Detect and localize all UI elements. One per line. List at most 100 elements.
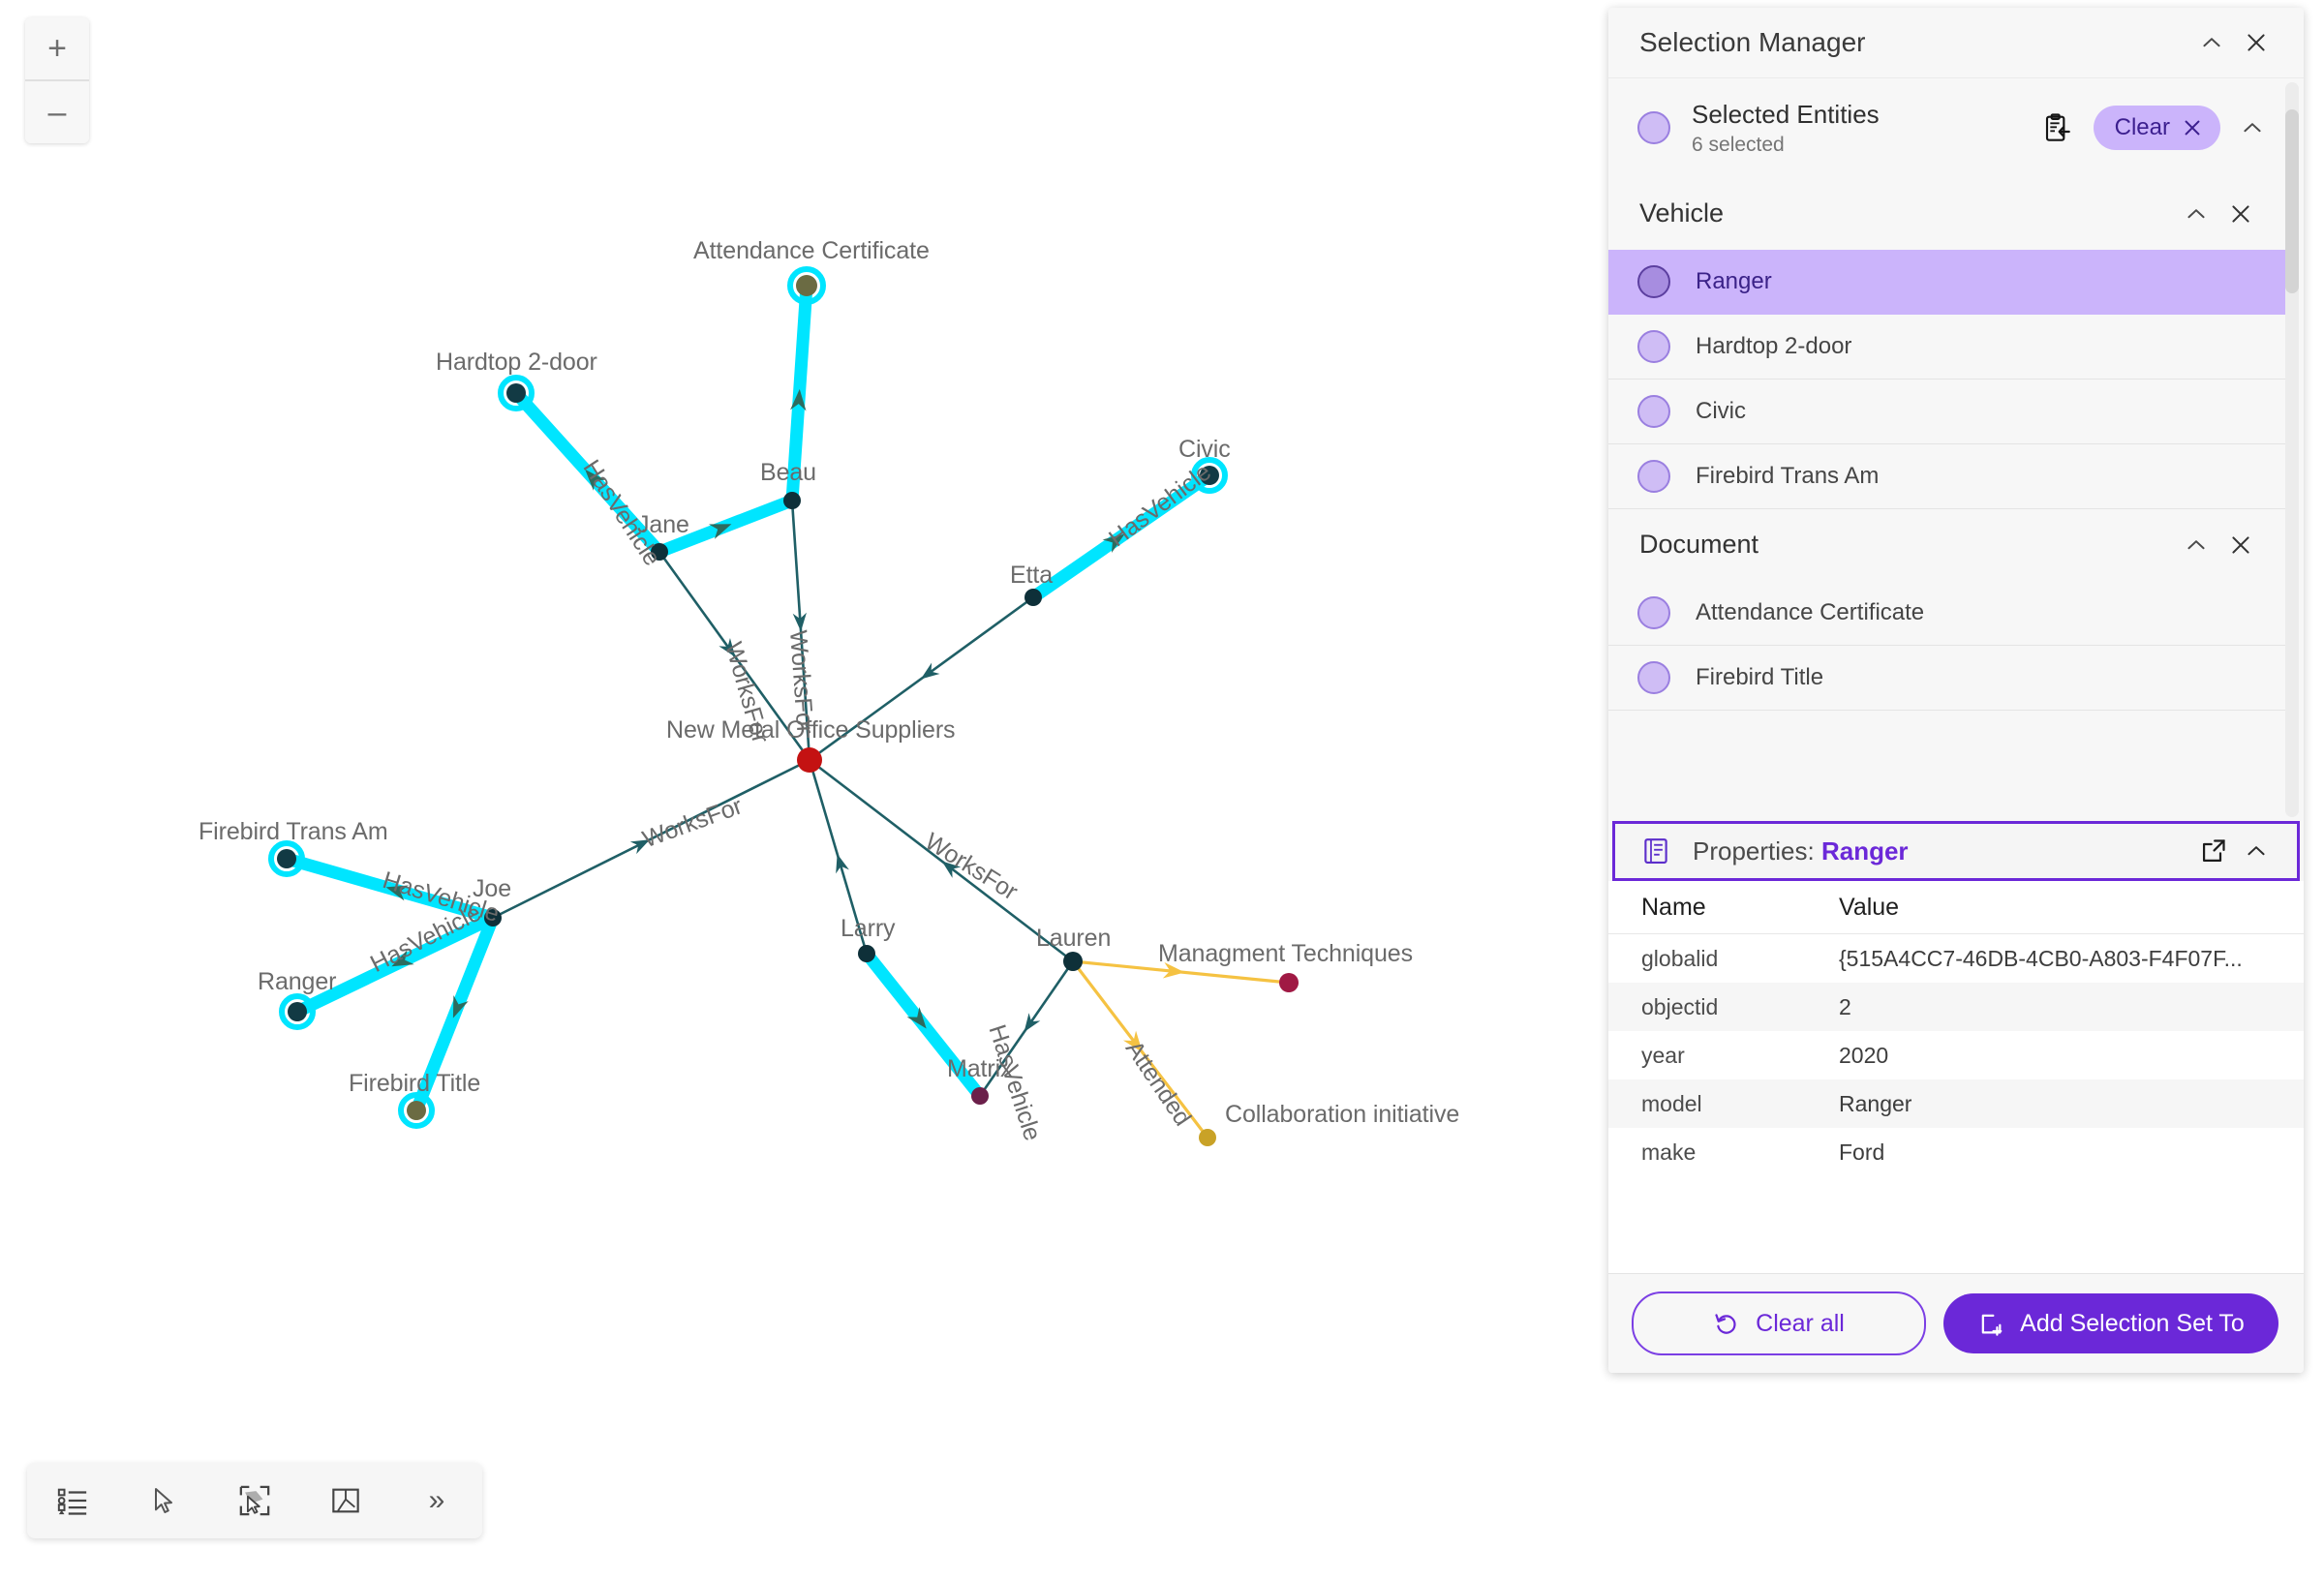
property-value: {515A4CC7-46DB-4CB0-A803-F4F07F... [1839,945,2243,971]
panel-collapse-button[interactable] [2189,20,2234,65]
panel-scrollbar-thumb[interactable] [2285,109,2299,293]
graph-canvas[interactable]: HasVehicle HasVehicle WorksFor WorksFor Work… [0,0,1607,1580]
graph-node[interactable] [1200,466,1219,485]
panel-scrollbar[interactable] [2285,82,2299,817]
graph-edge-arrow [906,1007,927,1029]
add-selection-set-button[interactable]: Add Selection Set To [1943,1293,2278,1353]
entity-dot-icon [1637,595,1670,629]
entity-group-collapse-button[interactable] [2174,523,2218,567]
graph-node[interactable] [783,492,801,509]
graph-node-label: Etta [1010,562,1054,589]
graph-edge-arrow [719,637,736,657]
zoom-in-button[interactable]: + [25,17,89,79]
clear-chip-label: Clear [2114,114,2170,141]
properties-row: make Ford [1608,1128,2304,1176]
graph-node[interactable] [797,747,822,773]
graph-edge-arrow [1162,962,1185,979]
properties-entity-name: Ranger [1820,836,1909,866]
entity-list-item[interactable]: Firebird Trans Am [1608,443,2288,509]
graph-edge-arrow [452,995,469,1018]
properties-label: Properties: [1693,836,1815,866]
graph-node-label: Beau [760,459,816,486]
panel-close-button[interactable] [2234,20,2278,65]
zoom-out-button[interactable]: – [25,79,89,143]
graph-edge-arrow [585,469,606,491]
pointer-icon [155,1488,172,1513]
graph-svg [268,266,1299,1146]
graph-node-halo [268,840,305,877]
entity-list-item[interactable]: Firebird Title [1608,645,2288,711]
graph-edge-arrow [1122,1030,1143,1053]
graph-node-label: Joe [473,875,512,902]
entity-dot-icon [1637,329,1670,363]
selected-entities-title: Selected Entities [1692,100,1880,129]
entity-group-title: Document [1639,530,1759,560]
entity-item-label: Firebird Trans Am [1696,462,1880,489]
graph-edge-arrow [629,839,651,855]
entity-item-label: Hardtop 2-door [1696,332,1852,359]
graph-edge-arrow [920,662,940,680]
properties-header[interactable]: Properties: Ranger [1612,821,2300,881]
copy-to-clipboard-button[interactable] [2034,105,2080,151]
clear-x-icon [2185,120,2200,136]
entity-list-item[interactable]: Ranger [1608,249,2288,315]
properties-table-filler [1608,1176,2304,1273]
graph-edge[interactable] [808,758,1075,963]
panel-scroll-content: Selected Entities 6 selected [1608,78,2288,821]
graph-node-halo [279,993,316,1030]
graph-node[interactable] [1063,952,1083,971]
graph-edge-arrow [391,950,414,967]
selected-entities-collapse-button[interactable] [2230,106,2275,150]
panel-title: Selection Manager [1639,27,1866,57]
entity-list-item[interactable]: Civic [1608,379,2288,444]
graph-node[interactable] [796,275,817,296]
clear-all-button[interactable]: Clear all [1632,1291,1926,1355]
entity-list-item[interactable]: Attendance Certificate [1608,580,2288,646]
external-link-icon [2202,839,2225,863]
properties-popout-button[interactable] [2192,830,2235,872]
pointer-button[interactable] [118,1463,209,1538]
entity-dot-icon [1637,459,1670,493]
graph-node[interactable] [1279,973,1299,992]
entity-group-close-button[interactable] [2218,192,2263,236]
entity-item-label: Firebird Title [1696,663,1824,690]
property-value: 2 [1839,993,1851,1019]
graph-node[interactable] [971,1087,989,1105]
graph-node-halo [498,375,535,411]
entity-group-close-button[interactable] [2218,523,2263,567]
graph-edge-arrow [941,861,962,878]
properties-collapse-button[interactable] [2235,830,2278,872]
overflow-icon: » [428,1484,445,1516]
graph-node[interactable] [407,1101,426,1120]
property-name: make [1641,1139,1697,1165]
layout-button[interactable] [300,1463,391,1538]
graph-node[interactable] [484,909,502,927]
chevron-up-icon [2244,123,2261,133]
entity-group-header: Vehicle [1608,177,2288,250]
graph-edge[interactable] [491,758,811,920]
select-region-button[interactable] [209,1463,300,1538]
chevron-up-icon [2187,208,2205,218]
graph-node[interactable] [858,945,875,962]
graph-node-halo [787,266,826,305]
graph-node[interactable] [288,1002,307,1021]
clear-selection-chip[interactable]: Clear [2093,106,2220,151]
close-icon [2232,536,2249,554]
graph-node-label: Civic [1178,436,1231,463]
document-properties-icon [1644,838,1667,864]
entity-dot-icon [1637,264,1670,298]
graph-node[interactable] [277,849,296,868]
graph-node[interactable] [1024,589,1042,606]
overflow-button[interactable]: » [391,1463,482,1538]
graph-node-label: Attendance Certificate [693,237,930,264]
graph-toolbar: » [27,1463,482,1538]
entity-dot-icon [1637,394,1670,428]
property-name: objectid [1641,993,1719,1019]
list-button[interactable] [27,1463,118,1538]
graph-node[interactable] [651,543,668,561]
graph-node[interactable] [1199,1129,1216,1146]
entity-group-collapse-button[interactable] [2174,192,2218,236]
entity-list-item[interactable]: Hardtop 2-door [1608,314,2288,380]
graph-node[interactable] [506,383,526,403]
